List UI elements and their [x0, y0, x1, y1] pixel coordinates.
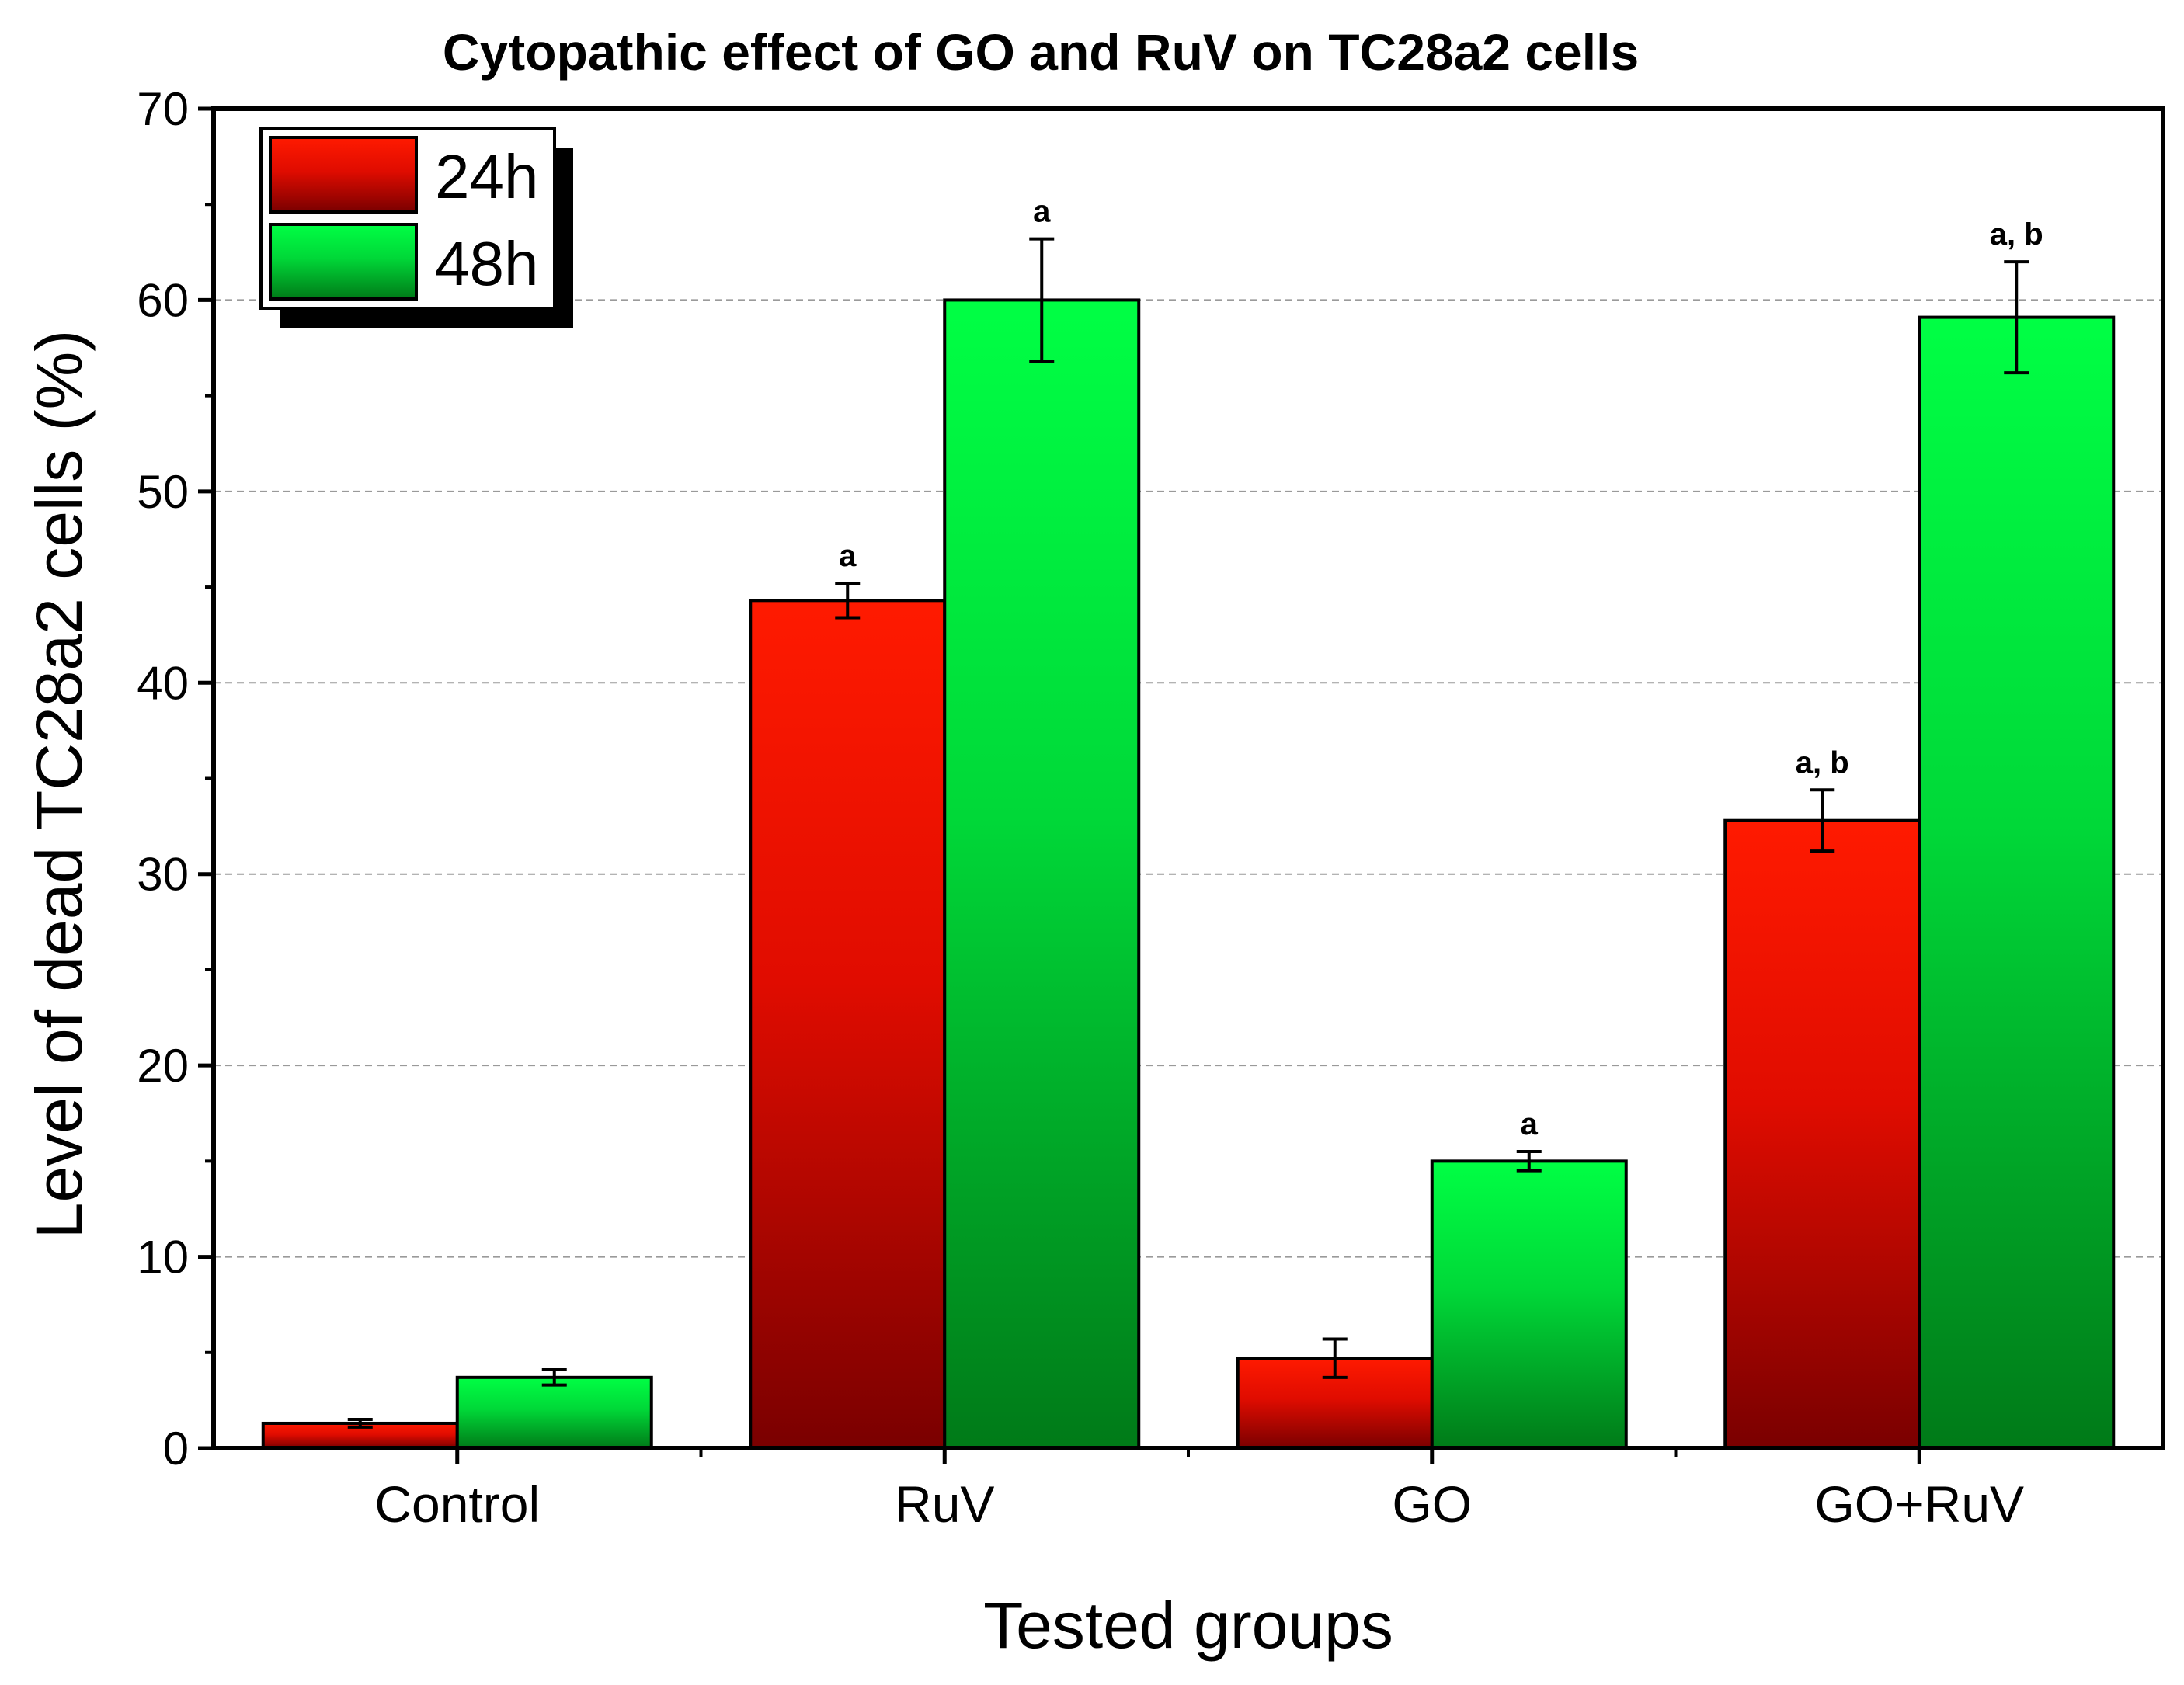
x-tick-label-ruv: RuV [895, 1475, 994, 1533]
y-tick-label-60: 60 [137, 274, 189, 326]
bar-24h-ruv [749, 599, 947, 1450]
legend: 24h 48h [259, 127, 573, 328]
annotation-48h-go-ruv: a, b [1990, 217, 2043, 252]
bar-48h-go [1430, 1159, 1628, 1450]
y-tick-label-50: 50 [137, 466, 189, 518]
legend-label-24h: 24h [435, 142, 538, 211]
legend-label-48h: 48h [435, 229, 538, 298]
significance-annotations: a a, b a a a, b [839, 195, 2043, 1141]
error-bar-48h-go-ruv [2004, 260, 2029, 375]
bar-48h-go-ruv [1918, 315, 2116, 1450]
legend-swatch-48h [269, 223, 418, 301]
error-bar-24h-ruv [835, 582, 861, 620]
x-tick-label-go-ruv: GO+RuV [1814, 1475, 2024, 1533]
annotation-24h-go-ruv: a, b [1796, 745, 1849, 780]
y-axis-label: Level of dead TC28a2 cells (%) [23, 330, 96, 1239]
x-axis: Control RuV GO GO+RuV [374, 1448, 2024, 1533]
annotation-48h-go: a [1521, 1107, 1539, 1141]
chart-title: Cytopathic effect of GO and RuV on TC28a… [443, 23, 1639, 81]
x-axis-label: Tested groups [983, 1589, 1393, 1662]
y-axis: 0 10 20 30 40 50 60 70 [137, 83, 214, 1475]
y-tick-label-10: 10 [137, 1232, 189, 1284]
error-bar-48h-ruv [1029, 237, 1055, 363]
error-bars [347, 237, 2029, 1429]
y-tick-label-20: 20 [137, 1040, 189, 1092]
error-bar-48h-go [1516, 1150, 1542, 1173]
y-tick-label-70: 70 [137, 83, 189, 135]
annotation-24h-ruv: a [839, 539, 857, 573]
legend-swatch-24h [269, 136, 418, 214]
error-bar-24h-control [347, 1418, 373, 1429]
x-tick-label-control: Control [374, 1475, 540, 1533]
y-tick-label-0: 0 [163, 1423, 189, 1475]
bars [261, 298, 2116, 1450]
y-tick-label-40: 40 [137, 657, 189, 709]
bar-48h-ruv [943, 298, 1141, 1450]
y-tick-label-30: 30 [137, 849, 189, 901]
error-bar-48h-control [541, 1367, 567, 1387]
annotation-48h-ruv: a [1033, 195, 1051, 229]
bar-48h-control [455, 1375, 653, 1450]
error-bar-24h-go-ruv [1810, 788, 1835, 853]
x-tick-label-go: GO [1392, 1475, 1472, 1533]
error-bar-24h-go [1322, 1337, 1348, 1379]
bar-24h-go-ruv [1723, 818, 1921, 1450]
